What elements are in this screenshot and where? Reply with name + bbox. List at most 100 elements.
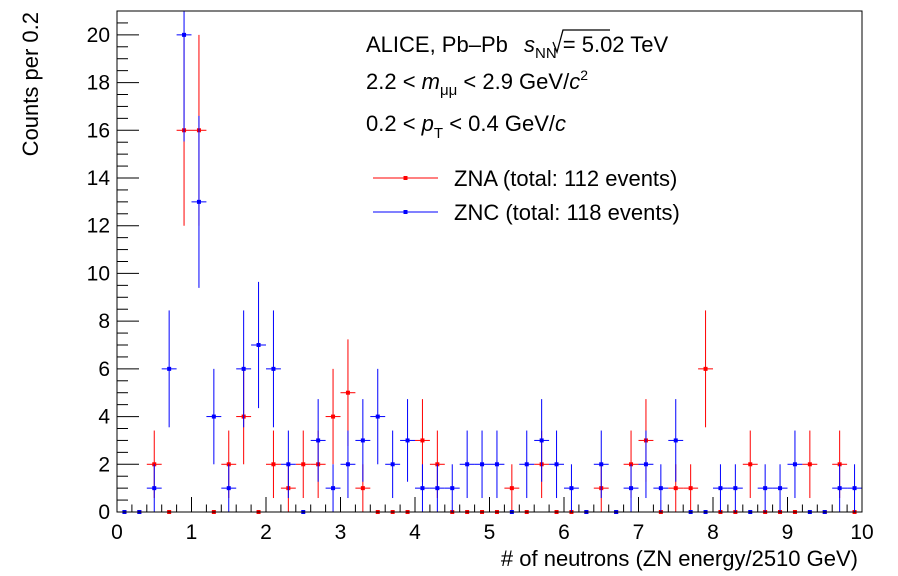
annotation-pt-subscript: T (434, 125, 443, 142)
legend-entry-zna: ZNA (total: 112 events) (373, 166, 677, 191)
legend-marker-znc (403, 210, 408, 214)
data-point (241, 366, 246, 371)
data-point (405, 438, 410, 443)
annotation-mass-var: m (422, 69, 440, 94)
annotation-line-mass: 2.2 < mμμ < 2.9 GeV/c2 (366, 67, 588, 99)
data-point (480, 462, 485, 467)
x-tick-label: 6 (558, 521, 570, 544)
data-point (316, 438, 321, 443)
annotation-block: ALICE, Pb–Pb sNN = 5.02 TeV 2.2 < mμμ < … (366, 29, 668, 142)
annotation-energy: = 5.02 TeV (557, 32, 669, 57)
data-point (494, 462, 499, 467)
x-tick-label: 10 (850, 521, 873, 544)
legend-marker-zna (403, 176, 408, 180)
data-point (211, 414, 216, 419)
y-tick-label: 0 (98, 501, 110, 524)
annotation-pt-prefix: 0.2 < (366, 111, 422, 136)
x-tick-label: 8 (707, 521, 719, 544)
legend: ZNA (total: 112 events) ZNC (total: 118 … (373, 166, 680, 225)
y-tick-label: 12 (87, 215, 110, 238)
data-point (554, 462, 559, 467)
data-point (182, 32, 187, 37)
data-point (703, 366, 708, 371)
data-point (569, 486, 574, 491)
legend-label-znc: ZNC (total: 118 events) (454, 200, 680, 225)
x-tick-label: 2 (260, 521, 272, 544)
y-tick-label: 8 (98, 310, 110, 333)
x-tick-label: 9 (782, 521, 794, 544)
y-tick-label: 6 (98, 358, 110, 381)
annotation-mass-unit-c: c (569, 69, 580, 94)
data-point (509, 486, 514, 491)
data-point (778, 486, 783, 491)
annotation-pt-range: < 0.4 GeV/ (443, 111, 556, 136)
data-point (539, 438, 544, 443)
x-axis-title: # of neutrons (ZN energy/2510 GeV) (501, 546, 858, 571)
annotation-pt-unit-c: c (555, 111, 566, 136)
data-point (196, 199, 201, 204)
annotation-mass-range: < 2.9 GeV/ (457, 69, 570, 94)
x-tick-label: 7 (633, 521, 645, 544)
annotation-mass-subscript: μμ (440, 82, 457, 99)
data-point (599, 462, 604, 467)
data-point (256, 343, 261, 347)
annotation-collision-prefix: ALICE, Pb–Pb (366, 32, 514, 57)
data-point (658, 486, 663, 491)
y-tick-label: 18 (87, 72, 110, 95)
x-tick-label: 1 (186, 521, 198, 544)
data-point (360, 486, 365, 491)
x-tick-label: 0 (111, 521, 123, 544)
data-point (524, 462, 529, 467)
x-tick-label: 5 (484, 521, 496, 544)
y-tick-label: 2 (98, 453, 110, 476)
x-tick-label: 3 (335, 521, 347, 544)
data-point (331, 414, 336, 419)
data-point (152, 486, 157, 491)
data-point (167, 366, 172, 371)
data-point (807, 462, 812, 467)
sqrt-sign (552, 29, 610, 55)
data-point (420, 486, 425, 491)
data-point (420, 438, 425, 443)
legend-entry-znc: ZNC (total: 118 events) (373, 200, 680, 225)
data-point (763, 486, 768, 491)
data-point (271, 366, 276, 371)
annotation-line-pt: 0.2 < pT < 0.4 GeV/c (366, 111, 566, 142)
annotation-sqrt-s: s (524, 32, 535, 57)
data-point (629, 486, 634, 491)
y-tick-label: 16 (87, 119, 110, 142)
data-point (748, 462, 753, 467)
y-tick-label: 10 (87, 262, 110, 285)
y-tick-label: 4 (98, 406, 110, 429)
data-point (345, 390, 350, 395)
data-point (792, 462, 797, 467)
data-point (673, 486, 678, 491)
data-point (450, 486, 455, 491)
data-point (718, 486, 723, 491)
x-tick-label: 4 (409, 521, 421, 544)
data-point (852, 486, 857, 491)
annotation-line-collision: ALICE, Pb–Pb sNN = 5.02 TeV (366, 32, 668, 62)
data-point (837, 486, 842, 491)
data-point (390, 462, 395, 467)
annotation-mass-superscript: 2 (580, 67, 588, 83)
annotation-pt-var: p (421, 111, 434, 136)
annotation-sqrt-s-subscript: NN (535, 45, 557, 62)
data-point (271, 462, 276, 467)
data-point (226, 486, 231, 491)
y-tick-label: 14 (87, 167, 111, 190)
data-point (360, 438, 365, 443)
data-point (688, 486, 693, 491)
data-point (345, 462, 350, 467)
data-point (643, 462, 648, 467)
data-point (375, 414, 380, 419)
data-point (733, 486, 738, 491)
data-point (465, 462, 470, 467)
data-point (301, 462, 306, 467)
data-point (286, 462, 291, 467)
data-point (435, 486, 440, 491)
data-point (331, 486, 336, 491)
